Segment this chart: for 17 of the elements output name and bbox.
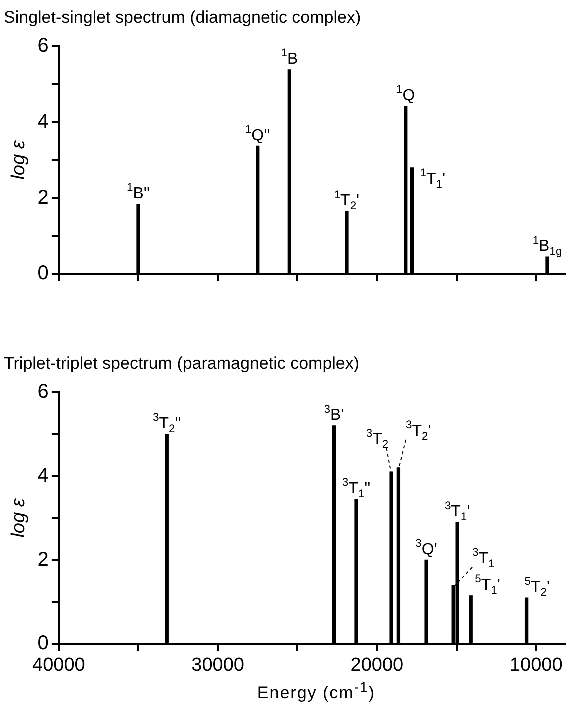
y-tick-label: 2 [38, 548, 49, 571]
y-tick-label: 2 [38, 186, 49, 209]
y-tick-label: 0 [38, 632, 49, 655]
y-tick-label: 4 [38, 464, 49, 487]
x-tick-label: 30000 [192, 654, 244, 676]
y-tick-label: 6 [38, 380, 49, 403]
y-axis-title: log ε [8, 140, 30, 180]
chart-title: Singlet-singlet spectrum (diamagnetic complex) [4, 8, 362, 27]
y-axis-title: log ε [8, 498, 30, 538]
y-tick-label: 6 [38, 34, 49, 57]
chart-title: Triplet-triplet spectrum (paramagnetic complex) [4, 354, 360, 373]
x-axis-title: Energy (cm$^{-1}$) [256, 680, 377, 704]
y-tick-label: 0 [38, 262, 49, 285]
x-tick-label: 10000 [510, 654, 563, 676]
x-tick-label: 20000 [350, 654, 404, 676]
y-tick-label: 4 [38, 110, 49, 133]
x-tick-label: 40000 [32, 654, 86, 676]
